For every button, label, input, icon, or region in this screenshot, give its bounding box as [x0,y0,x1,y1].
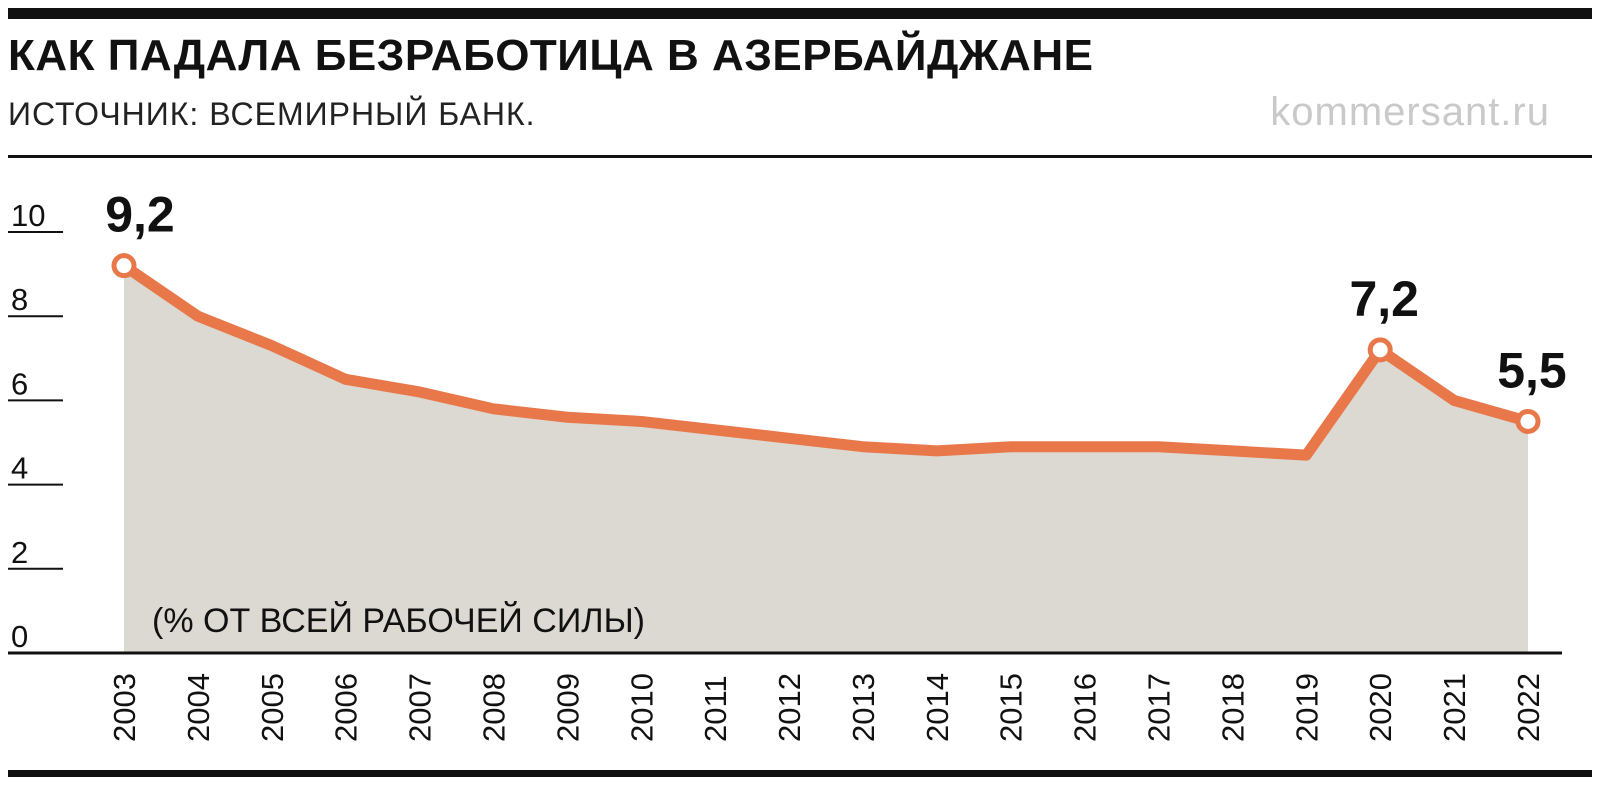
data-point-marker [1515,408,1541,434]
area-fill [124,265,1528,653]
chart-title: КАК ПАДАЛА БЕЗРАБОТИЦА В АЗЕРБАЙДЖАНЕ [8,31,1094,80]
series-line [118,260,1534,461]
x-tick-label: 2006 [329,673,364,742]
x-tick-label: 2015 [994,673,1029,742]
y-tick-label: 8 [11,282,28,317]
data-label: 5,5 [1497,342,1567,398]
site-watermark: kommersant.ru [1270,90,1550,134]
x-tick-label: 2003 [107,673,142,742]
x-tick-label: 2010 [624,673,659,742]
x-tick-label: 2012 [772,673,807,742]
y-tick-label: 2 [11,535,28,570]
line-layer [118,260,1534,461]
x-tick-label: 2020 [1363,673,1398,742]
x-tick-label: 2005 [255,673,290,742]
y-tick-label: 4 [11,451,28,486]
bottom-rule [8,770,1592,777]
data-point-marker [1367,337,1393,363]
data-label: 9,2 [105,187,175,243]
unit-label: (% ОТ ВСЕЙ РАБОЧЕЙ СИЛЫ) [152,602,645,640]
area-layer [8,265,1562,655]
x-tick-label: 2009 [550,673,585,742]
top-rule [8,8,1592,19]
y-axis: 0 2 4 6 8 10 [8,198,63,654]
x-tick-label: 2014 [920,673,955,742]
y-tick-label: 0 [11,619,28,654]
x-tick-label: 2008 [476,673,511,742]
x-tick-label: 2019 [1289,673,1324,742]
x-tick-label: 2007 [403,673,438,742]
x-axis: 2003 2004 2005 2006 2007 2008 2009 2010 2011 2012… [107,673,1546,742]
x-tick-label: 2016 [1068,673,1103,742]
x-tick-label: 2018 [1215,673,1250,742]
header-divider [8,155,1592,158]
y-tick-label: 6 [11,366,28,401]
data-point-marker [111,253,137,279]
x-tick-label: 2017 [1142,673,1177,742]
y-tick-label: 10 [11,198,45,233]
chart-subtitle: ИСТОЧНИК: ВСЕМИРНЫЙ БАНК. [8,96,536,132]
x-tick-label: 2021 [1437,673,1472,742]
data-label: 7,2 [1349,271,1419,327]
x-tick-label: 2013 [846,673,881,742]
x-tick-label: 2004 [181,673,216,742]
x-tick-label: 2022 [1511,673,1546,742]
x-tick-label: 2011 [698,675,733,742]
markers-layer: 9,2 7,2 5,5 [105,187,1567,434]
